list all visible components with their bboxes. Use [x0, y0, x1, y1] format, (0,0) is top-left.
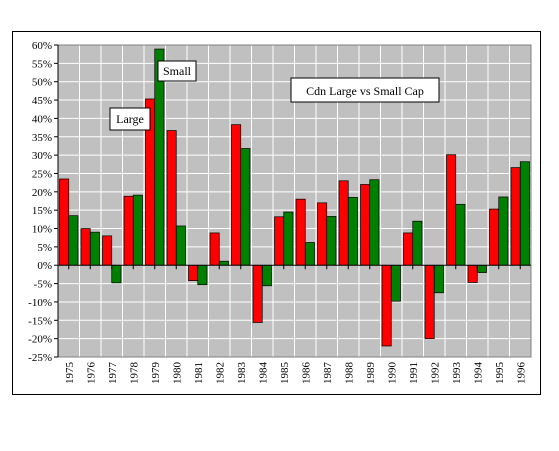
bar-large-1981 — [188, 264, 199, 282]
bar-small-1996 — [519, 161, 530, 266]
y-tick-label: 15% — [32, 205, 52, 217]
y-tick-label: 40% — [32, 113, 52, 125]
bar-large-1984 — [252, 264, 263, 323]
y-tick-label: 35% — [32, 132, 52, 144]
bar-small-1991 — [412, 220, 423, 266]
bar-small-1988 — [347, 196, 358, 266]
bar-large-1978 — [123, 195, 134, 266]
bar-large-1994 — [467, 264, 478, 283]
title-box: Cdn Large vs Small Cap — [290, 77, 440, 103]
x-tick-label: 1983 — [236, 362, 248, 385]
bar-large-1980 — [166, 130, 177, 266]
bar-small-1994 — [476, 264, 487, 273]
bar-small-1980 — [175, 225, 186, 266]
x-axis-ticks: 1975 1976 1977 1978 1979 1980 1981 1982 1983 1984… — [64, 265, 527, 385]
bar-small-1989 — [369, 179, 380, 266]
x-tick-label: 1982 — [214, 362, 226, 384]
bars — [59, 48, 530, 347]
x-tick-label: 1994 — [472, 362, 484, 385]
y-axis-ticks: 60% 55% 50% 45% 40% 35% 30% 25% 20% 15% 10% 5% 0% -5%… — [28, 40, 58, 364]
y-tick-label: -25% — [28, 352, 52, 364]
x-tick-label: 1981 — [193, 362, 205, 384]
bar-small-1987 — [326, 216, 337, 266]
bar-large-1996 — [510, 167, 521, 266]
y-tick-label: 60% — [32, 40, 52, 52]
chart-title: Cdn Large vs Small Cap — [306, 84, 424, 98]
bar-small-1983 — [240, 148, 251, 266]
y-tick-label: -10% — [28, 297, 52, 309]
x-tick-label: 1990 — [386, 362, 398, 385]
large-callout: Large — [109, 107, 151, 131]
y-tick-label: -5% — [34, 279, 52, 291]
x-tick-label: 1989 — [365, 362, 377, 385]
bar-small-1995 — [498, 196, 509, 266]
small-callout-label: Small — [163, 64, 192, 78]
x-tick-label: 1992 — [429, 362, 441, 384]
x-tick-label: 1993 — [451, 362, 463, 385]
x-tick-label: 1977 — [107, 362, 119, 385]
x-tick-label: 1991 — [408, 362, 420, 384]
bar-large-1986 — [295, 198, 306, 266]
bar-small-1975 — [68, 215, 79, 266]
y-tick-label: 0% — [37, 260, 52, 272]
y-tick-label: -20% — [28, 334, 52, 346]
x-tick-label: 1976 — [85, 362, 97, 385]
bar-large-1975 — [59, 178, 70, 266]
bar-small-1985 — [283, 211, 294, 266]
bar-large-1991 — [403, 232, 414, 266]
bar-large-1992 — [424, 264, 435, 339]
x-tick-label: 1979 — [150, 362, 162, 385]
x-tick-label: 1987 — [322, 362, 334, 385]
x-tick-label: 1995 — [494, 362, 506, 385]
y-tick-label: 45% — [32, 95, 52, 107]
x-tick-label: 1985 — [279, 362, 291, 385]
small-callout: Small — [157, 60, 197, 82]
bar-large-1987 — [317, 202, 328, 266]
bar-large-1985 — [274, 216, 285, 266]
x-tick-label: 1988 — [343, 362, 355, 385]
x-tick-label: 1975 — [64, 362, 76, 385]
y-tick-label: 25% — [32, 168, 52, 180]
bar-large-1976 — [80, 228, 91, 266]
y-tick-label: -15% — [28, 315, 52, 327]
bar-small-1981 — [197, 264, 208, 286]
bar-large-1982 — [209, 232, 220, 266]
y-tick-label: 10% — [32, 224, 52, 236]
bar-small-1978 — [132, 194, 143, 266]
x-tick-label: 1986 — [300, 362, 312, 385]
large-callout-label: Large — [116, 112, 144, 126]
x-tick-label: 1978 — [128, 362, 140, 385]
x-tick-label: 1980 — [171, 362, 183, 385]
y-tick-label: 20% — [32, 187, 52, 199]
bar-large-1995 — [489, 208, 500, 266]
y-tick-label: 5% — [37, 242, 52, 254]
bar-small-1984 — [261, 264, 272, 287]
bar-large-1988 — [338, 180, 349, 266]
bar-large-1990 — [381, 264, 392, 347]
x-tick-label: 1996 — [515, 362, 527, 385]
bar-large-1989 — [360, 184, 371, 266]
bar-large-1977 — [102, 235, 113, 266]
bar-small-1982 — [218, 260, 229, 266]
x-tick-label: 1984 — [257, 362, 269, 385]
y-tick-label: 50% — [32, 77, 52, 89]
bar-small-1977 — [111, 264, 122, 284]
bar-large-1993 — [446, 154, 457, 266]
bar-small-1986 — [304, 242, 315, 266]
bar-small-1992 — [433, 264, 444, 294]
bar-large-1983 — [231, 124, 242, 266]
bar-small-1993 — [455, 203, 466, 266]
y-tick-label: 55% — [32, 58, 52, 70]
y-tick-label: 30% — [32, 150, 52, 162]
bar-small-1976 — [89, 231, 100, 266]
bar-small-1990 — [390, 264, 401, 302]
